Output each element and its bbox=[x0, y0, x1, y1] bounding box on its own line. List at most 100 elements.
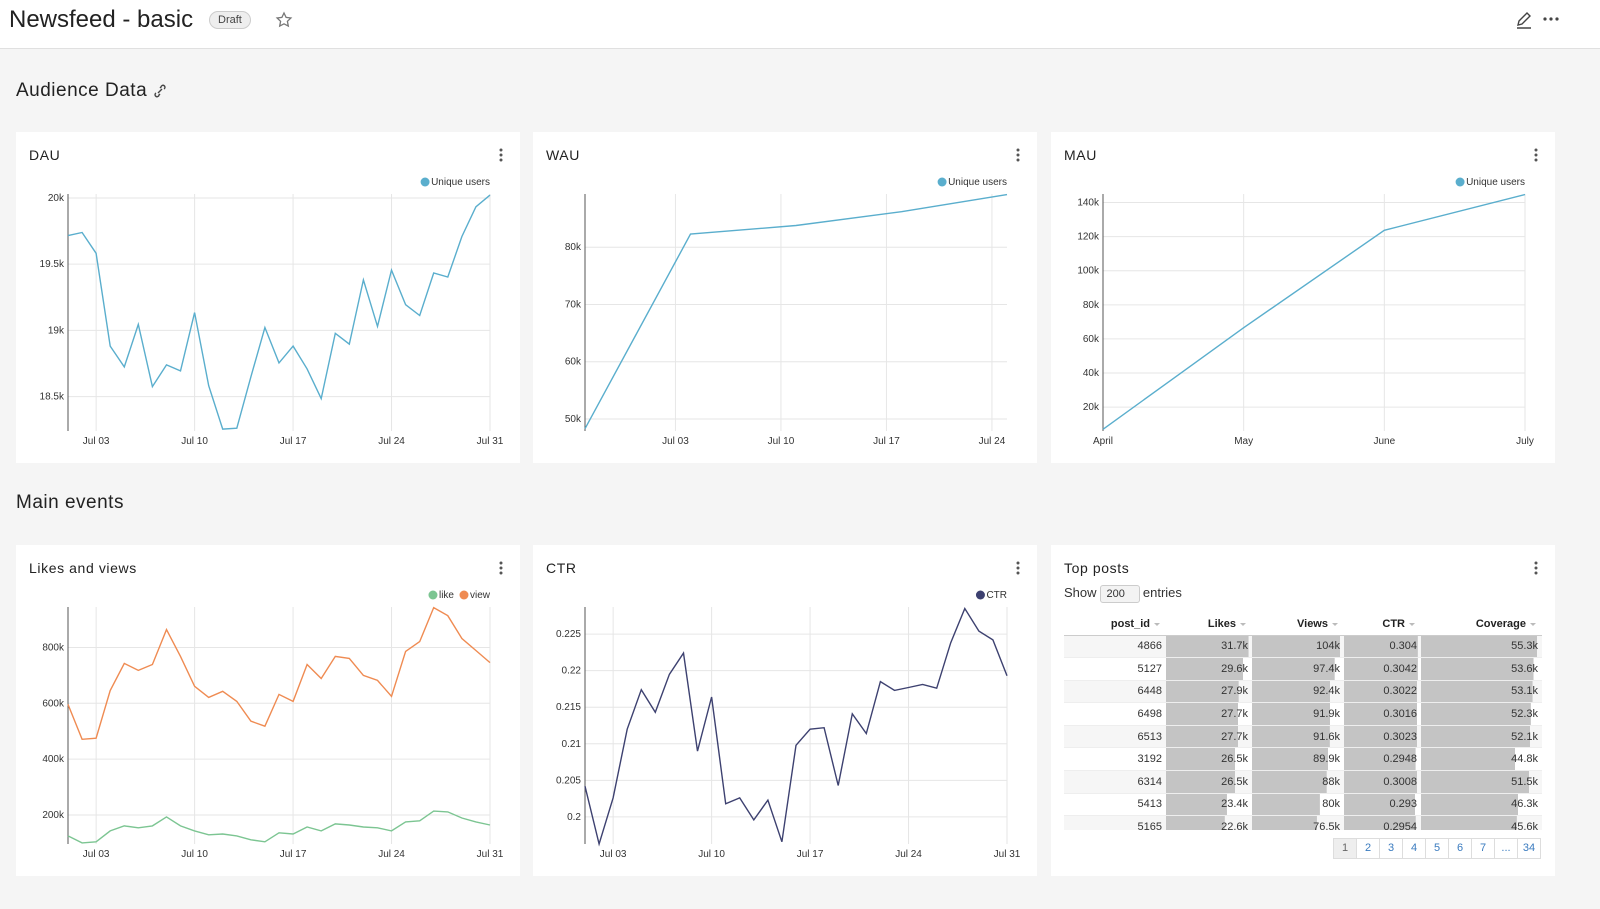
table-cell: 0.304 bbox=[1344, 634, 1421, 658]
menu-dot bbox=[499, 566, 503, 570]
table-cell: 91.6k bbox=[1252, 724, 1344, 748]
panel-menu[interactable] bbox=[1533, 148, 1539, 164]
table-cell: 0.293 bbox=[1344, 792, 1421, 816]
panel-menu[interactable] bbox=[1015, 148, 1021, 164]
favorite-star[interactable] bbox=[275, 11, 293, 29]
x-tick-label: Jul 17 bbox=[280, 436, 307, 447]
x-tick-label: Jul 24 bbox=[378, 849, 405, 860]
table-row: 5413 23.4k 80k 0.293 46.3k bbox=[1064, 792, 1542, 816]
legend-swatch bbox=[937, 177, 947, 187]
table-cell: 104k bbox=[1252, 634, 1344, 658]
menu-dot bbox=[1534, 148, 1538, 152]
table-cell: 55.3k bbox=[1421, 634, 1542, 658]
page-button[interactable]: 2 bbox=[1356, 838, 1380, 859]
panel: 50k 60k 70k 80k Jul 03 Jul 10 Jul 17 Jul 24 Uniq… bbox=[533, 132, 1037, 463]
dashboard-title: Newsfeed - basic bbox=[9, 6, 194, 33]
panel-title: CTR bbox=[546, 560, 577, 576]
column-header[interactable]: CTR bbox=[1344, 615, 1421, 636]
x-tick-label: Jul 03 bbox=[83, 849, 110, 860]
x-tick-label: Jul 10 bbox=[698, 849, 725, 860]
column-header[interactable]: Views bbox=[1252, 615, 1344, 636]
column-header[interactable]: Coverage bbox=[1421, 615, 1542, 636]
x-tick-label: June bbox=[1373, 436, 1395, 447]
y-tick-label: 18.5k bbox=[40, 392, 65, 403]
menu-dot bbox=[1534, 153, 1538, 157]
panel-menu[interactable] bbox=[1533, 561, 1539, 577]
page-button[interactable]: 34 bbox=[1517, 838, 1541, 859]
table-cell: 52.1k bbox=[1421, 724, 1542, 748]
anchor-link[interactable] bbox=[153, 84, 167, 98]
section-title-text: Main events bbox=[16, 492, 124, 513]
panel: 18.5k 19k 19.5k 20k Jul 03 Jul 10 Jul 17 Jul 24… bbox=[16, 132, 520, 463]
y-tick-label: 0.21 bbox=[562, 739, 582, 750]
page-size-control: Show 200 entries bbox=[1064, 585, 1182, 603]
x-tick-label: Jul 31 bbox=[477, 849, 504, 860]
menu-dot bbox=[499, 148, 503, 152]
table-cell: 0.3016 bbox=[1344, 702, 1421, 726]
page-button[interactable]: 3 bbox=[1379, 838, 1403, 859]
panel-title: DAU bbox=[29, 147, 61, 163]
page-size-select[interactable]: 200 bbox=[1099, 585, 1140, 603]
y-tick-label: 80k bbox=[1083, 300, 1100, 311]
y-tick-label: 40k bbox=[1083, 368, 1100, 379]
table-cell: 22.6k bbox=[1166, 815, 1252, 830]
table-row: 3192 26.5k 89.9k 0.2948 44.8k bbox=[1064, 747, 1542, 771]
table-cell: 53.6k bbox=[1421, 657, 1542, 681]
page-button[interactable]: 7 bbox=[1471, 838, 1495, 859]
y-tick-label: 20k bbox=[1083, 402, 1100, 413]
page-button[interactable]: 5 bbox=[1425, 838, 1449, 859]
section-title: Audience Data bbox=[16, 80, 167, 102]
menu-dot bbox=[1016, 561, 1020, 565]
panel-title: WAU bbox=[546, 147, 580, 163]
page-button[interactable]: 6 bbox=[1448, 838, 1472, 859]
more-button[interactable] bbox=[1542, 10, 1560, 28]
x-tick-label: April bbox=[1093, 436, 1113, 447]
panel-menu[interactable] bbox=[498, 561, 504, 577]
panel-menu[interactable] bbox=[1015, 561, 1021, 577]
y-tick-label: 19k bbox=[48, 325, 65, 336]
legend-label: like bbox=[439, 590, 454, 601]
series-line bbox=[584, 606, 1008, 847]
series-line bbox=[67, 194, 491, 430]
table-cell: 26.5k bbox=[1166, 747, 1252, 771]
column-header[interactable]: post_id bbox=[1064, 615, 1166, 636]
table-cell: 91.9k bbox=[1252, 702, 1344, 726]
table-cell: 6314 bbox=[1064, 770, 1166, 794]
menu-dot bbox=[1016, 158, 1020, 162]
table-row: 6498 27.7k 91.9k 0.3016 52.3k bbox=[1064, 702, 1542, 726]
legend-swatch bbox=[420, 177, 430, 187]
panel-title: Top posts bbox=[1064, 560, 1130, 576]
legend-swatch bbox=[428, 590, 438, 600]
y-tick-label: 80k bbox=[565, 242, 582, 253]
table-cell: 4866 bbox=[1064, 634, 1166, 658]
page-button[interactable]: 4 bbox=[1402, 838, 1426, 859]
table-cell: 0.3042 bbox=[1344, 657, 1421, 681]
section-title: Main events bbox=[16, 492, 124, 514]
line-chart: 50k 60k 70k 80k Jul 03 Jul 10 Jul 17 Jul 24 Uniq… bbox=[565, 177, 1008, 447]
x-tick-label: Jul 03 bbox=[83, 436, 110, 447]
y-tick-label: 70k bbox=[565, 299, 582, 310]
column-header[interactable]: Likes bbox=[1166, 615, 1252, 636]
legend-label: CTR bbox=[986, 590, 1007, 601]
table-cell: 76.5k bbox=[1252, 815, 1344, 830]
menu-dot bbox=[1016, 571, 1020, 575]
panel-menu[interactable] bbox=[498, 148, 504, 164]
table-cell: 52.3k bbox=[1421, 702, 1542, 726]
table-row: 4866 31.7k 104k 0.304 55.3k bbox=[1064, 634, 1542, 658]
legend-swatch bbox=[459, 590, 469, 600]
table-cell: 5413 bbox=[1064, 792, 1166, 816]
panel-title: Likes and views bbox=[29, 560, 137, 576]
page-button[interactable]: 1 bbox=[1333, 838, 1357, 859]
x-tick-label: Jul 10 bbox=[181, 849, 208, 860]
page-button[interactable]: ... bbox=[1494, 838, 1518, 859]
table-cell: 88k bbox=[1252, 770, 1344, 794]
show-label: Show bbox=[1064, 585, 1097, 600]
x-tick-label: Jul 24 bbox=[378, 436, 405, 447]
menu-dot bbox=[1016, 153, 1020, 157]
edit-button[interactable] bbox=[1514, 10, 1534, 30]
table-cell: 0.2954 bbox=[1344, 815, 1421, 830]
table-cell: 29.6k bbox=[1166, 657, 1252, 681]
table-cell: 26.5k bbox=[1166, 770, 1252, 794]
legend-label: view bbox=[470, 590, 491, 601]
x-tick-label: Jul 17 bbox=[797, 849, 824, 860]
